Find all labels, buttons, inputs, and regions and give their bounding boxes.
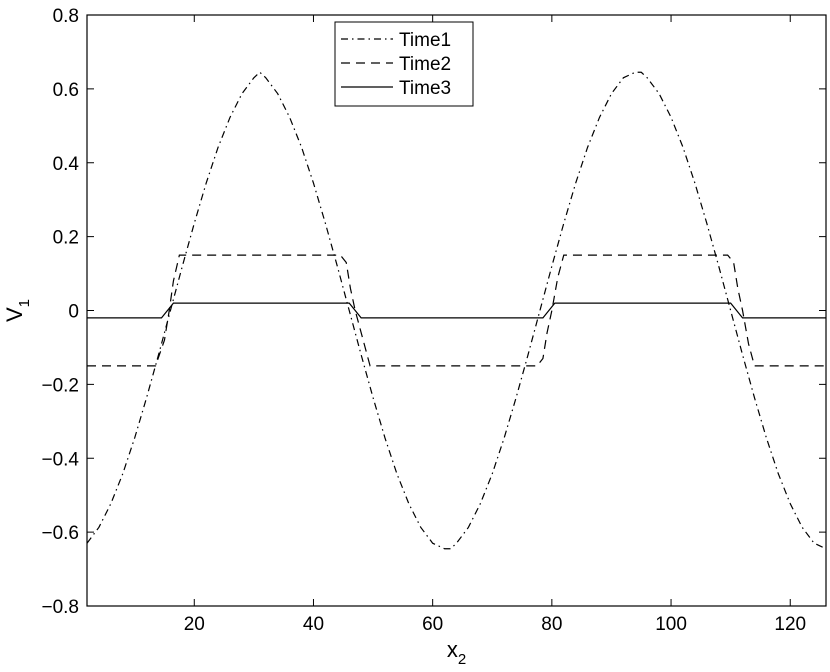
y-tick-label: −0.8 (41, 597, 79, 618)
svg-text:x2: x2 (447, 637, 466, 668)
legend-box (334, 21, 474, 107)
legend-label: Time1 (399, 30, 451, 51)
ticks-layer: 20 40 60 80 100 120 −0.8 −0.6 −0.4 −0.2 0 0.2 0.4 0.6… (41, 6, 826, 635)
series-line-time1 (86, 71, 827, 550)
legend-label: Time2 (399, 54, 451, 75)
x-tick-label: 60 (422, 614, 443, 635)
y-tick-label: 0.4 (53, 154, 80, 175)
legend-label: Time3 (399, 78, 451, 99)
y-tick-label: 0 (68, 302, 79, 323)
x-tick-label: 120 (774, 614, 806, 635)
series-layer (86, 71, 827, 550)
x-tick-label: 40 (303, 614, 324, 635)
y-axis-label: V1 (2, 299, 33, 322)
y-tick-label: 0.8 (53, 6, 79, 27)
y-tick-label: −0.4 (41, 449, 79, 470)
series-line-time2 (87, 254, 826, 367)
svg-text:V1: V1 (2, 299, 33, 322)
x-axis-label: x2 (447, 637, 466, 668)
x-tick-label: 20 (184, 614, 205, 635)
y-tick-label: 0.2 (53, 228, 79, 249)
x-tick-label: 80 (541, 614, 562, 635)
series-line-time3 (87, 302, 826, 319)
y-tick-label: −0.6 (41, 523, 79, 544)
y-tick-label: 0.6 (53, 80, 79, 101)
x-tick-label: 100 (655, 614, 687, 635)
y-tick-label: −0.2 (41, 375, 79, 396)
legend: Time1 Time2 Time3 (334, 21, 474, 107)
